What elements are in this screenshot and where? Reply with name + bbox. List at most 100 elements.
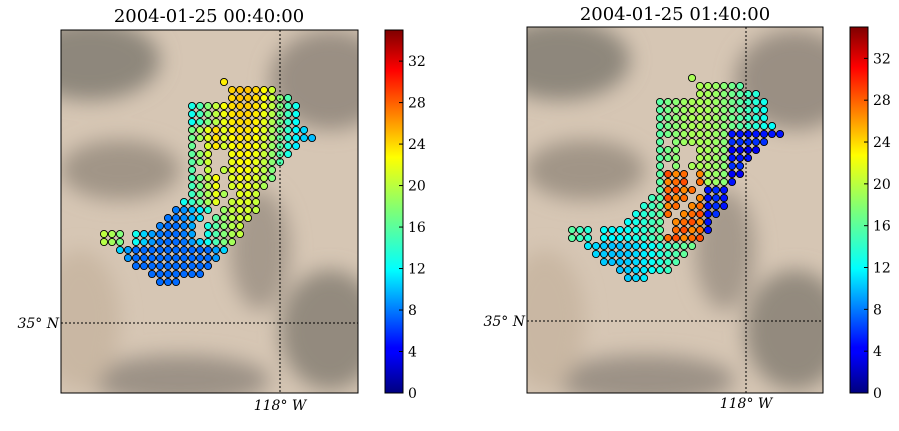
- station-point: [583, 241, 593, 251]
- station-point: [211, 117, 221, 127]
- station-point: [259, 93, 269, 103]
- station-point: [211, 245, 221, 255]
- station-point: [639, 273, 649, 283]
- station-point: [171, 245, 181, 255]
- station-point: [583, 233, 593, 243]
- station-point: [251, 141, 261, 151]
- colorbar-left: 0 4 8 12 16 20 24 28 32: [384, 29, 426, 402]
- station-point: [727, 121, 737, 131]
- colorbar-tick-label: 24: [408, 137, 426, 153]
- station-point: [163, 213, 173, 223]
- station-point: [703, 185, 713, 195]
- station-point: [195, 181, 205, 191]
- station-point: [251, 173, 261, 183]
- station-point: [243, 101, 253, 111]
- station-point: [695, 169, 705, 179]
- station-point: [187, 213, 197, 223]
- station-point: [267, 165, 277, 175]
- station-point: [163, 253, 173, 263]
- station-point: [695, 145, 705, 155]
- station-point: [591, 241, 601, 251]
- station-point: [171, 205, 181, 215]
- station-point: [695, 113, 705, 123]
- station-point: [187, 117, 197, 127]
- station-point: [195, 125, 205, 135]
- station-point: [227, 157, 237, 167]
- station-point: [679, 241, 689, 251]
- station-point: [235, 205, 245, 215]
- station-point: [267, 101, 277, 111]
- station-point: [679, 233, 689, 243]
- station-point: [719, 201, 729, 211]
- station-point: [203, 181, 213, 191]
- station-point: [655, 241, 665, 251]
- station-point: [711, 185, 721, 195]
- station-point: [147, 253, 157, 263]
- station-point: [655, 265, 665, 275]
- station-point: [243, 109, 253, 119]
- station-point: [203, 109, 213, 119]
- station-point: [267, 85, 277, 95]
- station-point: [663, 153, 673, 163]
- station-point: [219, 221, 229, 231]
- stations-left: [99, 77, 317, 287]
- station-point: [243, 205, 253, 215]
- station-point: [195, 245, 205, 255]
- station-point: [607, 241, 617, 251]
- colorbar-tick-label: 32: [873, 51, 891, 67]
- station-point: [203, 157, 213, 167]
- station-point: [679, 129, 689, 139]
- station-point: [671, 257, 681, 267]
- station-point: [687, 113, 697, 123]
- station-point: [195, 173, 205, 183]
- station-point: [735, 105, 745, 115]
- station-point: [299, 125, 309, 135]
- station-point: [663, 113, 673, 123]
- station-point: [235, 93, 245, 103]
- station-point: [195, 253, 205, 263]
- station-point: [735, 113, 745, 123]
- station-point: [695, 89, 705, 99]
- station-point: [631, 257, 641, 267]
- station-point: [203, 253, 213, 263]
- station-point: [719, 153, 729, 163]
- station-point: [227, 229, 237, 239]
- station-point: [767, 129, 777, 139]
- station-point: [179, 269, 189, 279]
- station-point: [187, 189, 197, 199]
- station-point: [703, 137, 713, 147]
- station-point: [735, 121, 745, 131]
- station-point: [147, 261, 157, 271]
- colorbar-tick-label: 20: [408, 179, 426, 195]
- station-point: [727, 89, 737, 99]
- station-point: [703, 113, 713, 123]
- lon-label-right: 118° W: [720, 396, 774, 412]
- station-point: [235, 181, 245, 191]
- station-point: [711, 89, 721, 99]
- station-point: [211, 109, 221, 119]
- station-point: [639, 241, 649, 251]
- station-point: [655, 177, 665, 187]
- station-point: [695, 201, 705, 211]
- station-point: [227, 221, 237, 231]
- station-point: [219, 229, 229, 239]
- station-point: [631, 233, 641, 243]
- station-point: [647, 241, 657, 251]
- station-point: [203, 117, 213, 127]
- station-point: [179, 261, 189, 271]
- station-point: [719, 137, 729, 147]
- station-point: [155, 277, 165, 287]
- station-point: [203, 245, 213, 255]
- station-point: [623, 225, 633, 235]
- station-point: [187, 141, 197, 151]
- station-point: [711, 209, 721, 219]
- station-point: [219, 109, 229, 119]
- station-point: [759, 97, 769, 107]
- map-frame-right: [526, 26, 824, 394]
- station-point: [179, 205, 189, 215]
- station-point: [211, 141, 221, 151]
- station-point: [235, 141, 245, 151]
- station-point: [139, 245, 149, 255]
- station-point: [727, 137, 737, 147]
- station-point: [703, 193, 713, 203]
